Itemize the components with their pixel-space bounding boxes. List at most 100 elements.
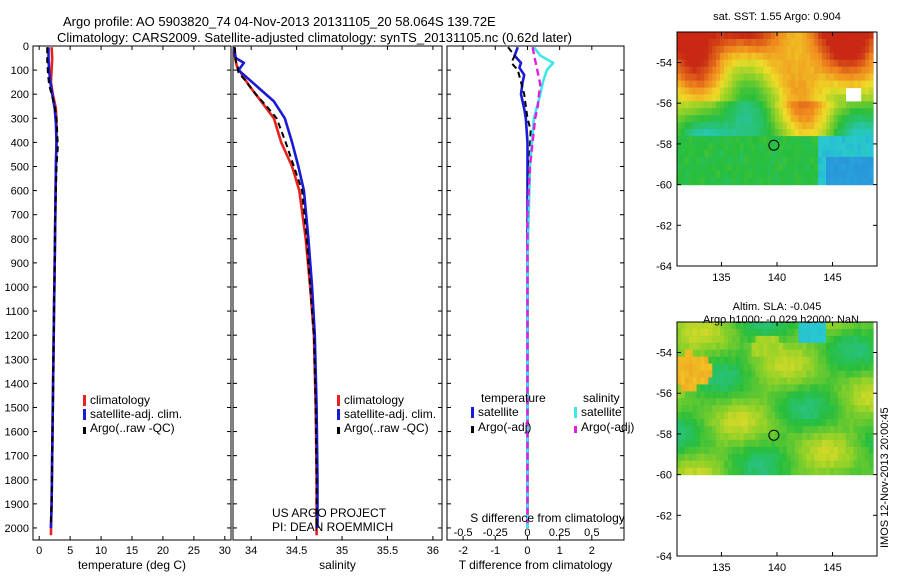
sst-map-cell [688,122,694,130]
sla-map-cell [841,328,847,337]
sst-map-cell [692,66,698,75]
difference-x2tick-label: 0 [524,527,530,539]
sla-map-cell [677,335,682,344]
sst-map-cell [735,115,741,123]
sla-map-cell [684,335,690,344]
sst-map-cell [786,66,792,75]
sla-map-cell [798,322,803,330]
sst-map-cell [822,94,827,102]
sla-map-cell [771,460,776,469]
sst-map-cell [728,45,733,54]
sst-map-cell [704,73,709,82]
sla-map-cell [798,426,803,434]
sst-map-cell [806,73,811,82]
sst-map-cell [755,122,760,130]
sla-map-cell [861,322,866,330]
sst-map-cell [704,129,709,137]
sst-map-cell [680,129,686,137]
sst-map-cell [720,170,725,179]
sla-map-cell [743,412,749,420]
sst-map-cell [688,101,694,109]
sst-map-cell [704,59,709,68]
sla-map-cell [829,363,835,372]
sla-map-cell [700,391,705,399]
sla-map-cell [845,328,851,337]
sla-map-cell [826,398,831,406]
sla-map-cell [751,322,756,330]
sst-map-cell [716,177,721,186]
sst-map-cell [747,156,753,165]
sst-map-cell [696,143,702,151]
sla-map-cell [692,356,698,365]
sla-map-cell [845,453,851,462]
sla-map-cell [810,446,815,455]
sst-map-cell [857,156,862,165]
sst-map-cell [688,94,694,102]
sla-map-cell [833,335,839,344]
sst-map-cell [771,52,776,61]
sla-map-cell [826,426,831,434]
sst-map-cell [716,129,721,137]
sst-map-cell [680,32,686,40]
sst-map-cell [739,52,745,61]
sst-map-cell [782,73,788,82]
sst-map-cell [759,38,764,47]
sla-map-cell [755,391,760,399]
sla-map-cell [728,453,733,462]
sla-map-cell [708,342,713,351]
sst-map-cell [865,73,870,82]
sla-map-cell [869,384,874,392]
sst-map-cell [845,143,851,151]
sst-map-cell [869,122,874,130]
sla-map-cell [822,426,827,434]
sla-map-cell [849,460,854,469]
sst-map-cell [716,143,721,151]
sla-map-cell [728,356,733,365]
sla-map-cell [751,453,756,462]
sst-map-cell [806,59,811,68]
sst-map-cell [716,45,721,54]
sla-map-cell [751,467,756,476]
sst-map-cell [728,59,733,68]
sst-map-cell [818,38,823,47]
sla-map-cell [798,412,803,420]
sla-map-cell [720,453,725,462]
sla-map-cell [778,439,784,448]
sst-map-cell [790,129,796,137]
sla-map-cell [751,391,756,399]
sla-map-cell [743,356,749,365]
sla-map-cell [700,446,705,455]
sla-map-cell [865,453,870,462]
sla-map-cell [735,356,741,365]
sla-map-cell [728,419,733,427]
sla-map-cell [790,433,796,441]
sla-map-cell [755,412,760,420]
sst-map-cell [700,163,705,172]
sst-map-cell [743,177,749,186]
sla-map-cell [688,439,694,448]
sla-map-cell [794,342,800,351]
sla-map-cell [829,433,835,441]
sla-map-cell [743,405,749,413]
sst-map-cell [861,52,866,61]
sst-map-cell [849,115,854,123]
difference-legend-entry: Argo(-adj) [581,420,634,434]
sla-map-cell [794,419,800,427]
sst-map-cell [806,136,811,144]
sla-map-cell [829,335,835,344]
sla-map-cell [869,419,874,427]
sst-map-cell [755,38,760,47]
sla-map-cell [865,467,870,476]
sla-map-cell [794,433,800,441]
sla-map-cell [743,467,749,476]
sla-map-cell [802,412,807,420]
sla-map-cell [724,453,729,462]
sst-map-cell [700,45,705,54]
sla-map-cell [735,349,741,358]
sst-map-cell [826,136,831,144]
sst-map-cell [743,94,749,102]
sla-map-cell [818,377,823,385]
sla-map-cell [747,439,753,448]
sla-map-cell [688,426,694,434]
sla-map-cell [688,342,694,351]
